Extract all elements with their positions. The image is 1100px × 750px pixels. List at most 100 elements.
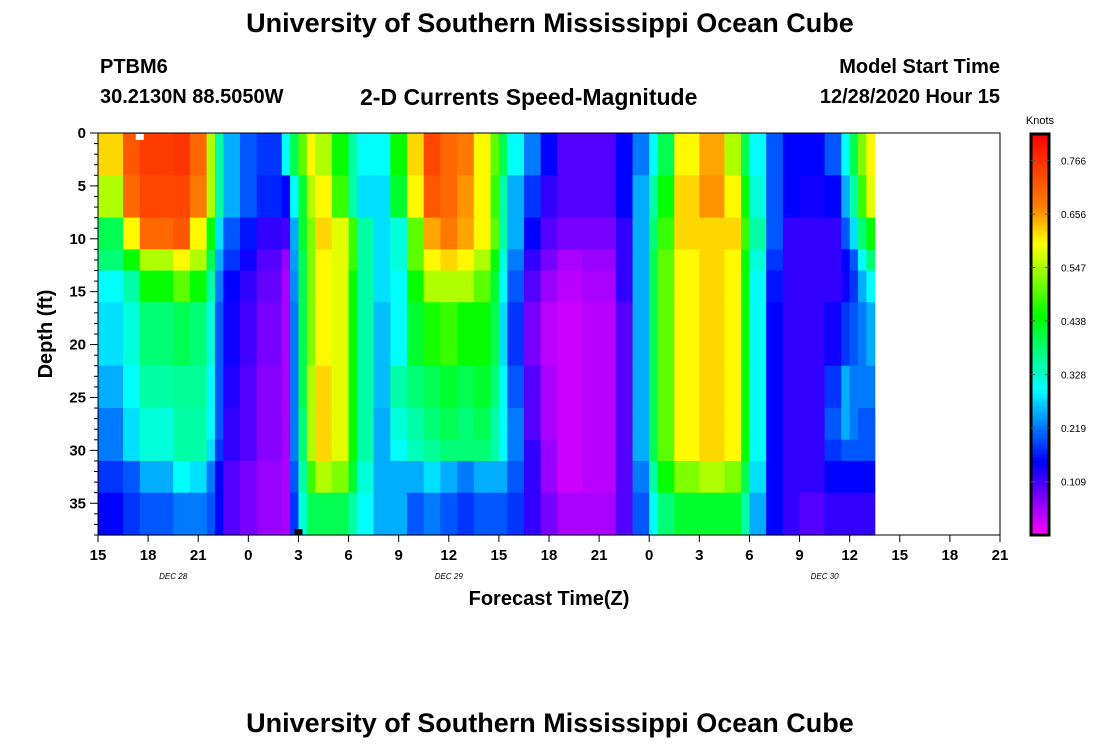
heatmap-cell [749,365,767,409]
heatmap-cell [674,133,700,176]
heatmap-cell [473,439,492,462]
heatmap-cell [281,492,291,536]
heatmap-cell [407,408,425,441]
heatmap-cell [440,302,458,367]
heatmap-cell [724,460,742,494]
heatmap-cell [356,365,375,409]
heatmap-cell [281,270,291,303]
heatmap-cell [223,270,241,303]
heatmap-cell [866,249,876,272]
heatmap-cell [298,133,308,176]
heatmap-cell [657,492,675,536]
heatmap-cell [315,175,333,219]
x-tick-label: 6 [344,547,352,564]
x-tick-label: 18 [140,547,157,564]
heatmap-cell [557,175,584,219]
heatmap-cell [214,133,224,176]
heatmap-cell [824,408,842,441]
heatmap-cell [390,133,408,176]
heatmap-cell [373,460,391,494]
top-marker [135,134,144,140]
heatmap-cell [540,492,558,536]
heatmap-cell [782,270,801,303]
heatmap-cell [239,175,258,219]
heatmap-cell [674,492,700,536]
heatmap-cell [206,460,216,494]
heatmap-cell [139,492,174,536]
heatmap-cell [315,217,333,250]
heatmap-cell [498,249,508,272]
heatmap-cell [649,492,659,536]
heatmap-cell [189,365,208,409]
heatmap-cell [331,249,350,272]
heatmap-cell [849,249,859,272]
heatmap-cell [749,408,767,441]
heatmap-cell [214,365,224,409]
heatmap-cell [615,492,634,536]
heatmap-cell [189,439,208,462]
colorbar-tick-label: 0.328 [1061,371,1086,382]
heatmap-cell [657,460,675,494]
heatmap-cell [741,249,751,272]
colorbar-tick-label: 0.219 [1061,424,1086,435]
heatmap-cell [348,408,358,441]
heatmap-cell [766,302,784,367]
heatmap-cell [256,365,283,409]
heatmap-cell [724,217,742,250]
y-tick-label: 15 [69,284,86,301]
heatmap-cell [306,408,316,441]
heatmap-cell [239,270,258,303]
heatmap-cell [741,175,751,219]
y-axis: 0 5 10 15 20 25 30 35 [69,125,99,536]
heatmap-cell [206,270,216,303]
heatmap-cell [206,249,216,272]
colorbar-ticks: 0.109 0.219 0.328 0.438 0.547 0.656 0.766 [1031,156,1086,489]
x-tick-label: 21 [992,547,1009,564]
heatmap-cell [473,270,492,303]
heatmap-cell [98,133,124,176]
heatmap-cell [540,133,558,176]
heatmap-cell [632,270,650,303]
heatmap-cell [473,302,492,367]
heatmap-cell [298,217,308,250]
heatmap-cell [214,460,224,494]
heatmap-cell [749,249,767,272]
heatmap-cell [373,270,391,303]
heatmap-cell [615,217,634,250]
heatmap-cell [206,133,216,176]
heatmap-cell [139,408,174,441]
heatmap-cell [632,365,650,409]
colorbar-tick-label: 0.656 [1061,210,1086,221]
heatmap-cell [866,365,876,409]
heatmap-cell [490,492,500,536]
heatmap-cell [632,439,650,462]
heatmap-cell [281,460,291,494]
heatmap-cell [139,439,174,462]
heatmap-cell [331,175,350,219]
heatmap-cell [98,270,124,303]
heatmap-cell [540,217,558,250]
heatmap-cell [223,365,241,409]
heatmap-cell [315,439,333,462]
heatmap-cell [139,133,174,176]
heatmap-cell [582,460,617,494]
heatmap-cell [315,460,333,494]
heatmap-cell [523,492,542,536]
heatmap-cell [507,302,525,367]
heatmap-cell [189,460,208,494]
heatmap-cell [582,492,617,536]
heatmap-cell [214,492,224,536]
heatmap-cell [849,302,859,367]
heatmap-cell [423,270,442,303]
heatmap-cell [766,270,784,303]
heatmap-cell [98,492,124,536]
heatmap-cell [540,439,558,462]
heatmap-cell [189,175,208,219]
heatmap-cell [390,460,408,494]
heatmap-cell [649,217,659,250]
page-title: University of Southern Mississippi Ocean… [246,8,854,38]
heatmap-cell [123,270,141,303]
heatmap-cell [490,270,500,303]
heatmap-cell [649,249,659,272]
